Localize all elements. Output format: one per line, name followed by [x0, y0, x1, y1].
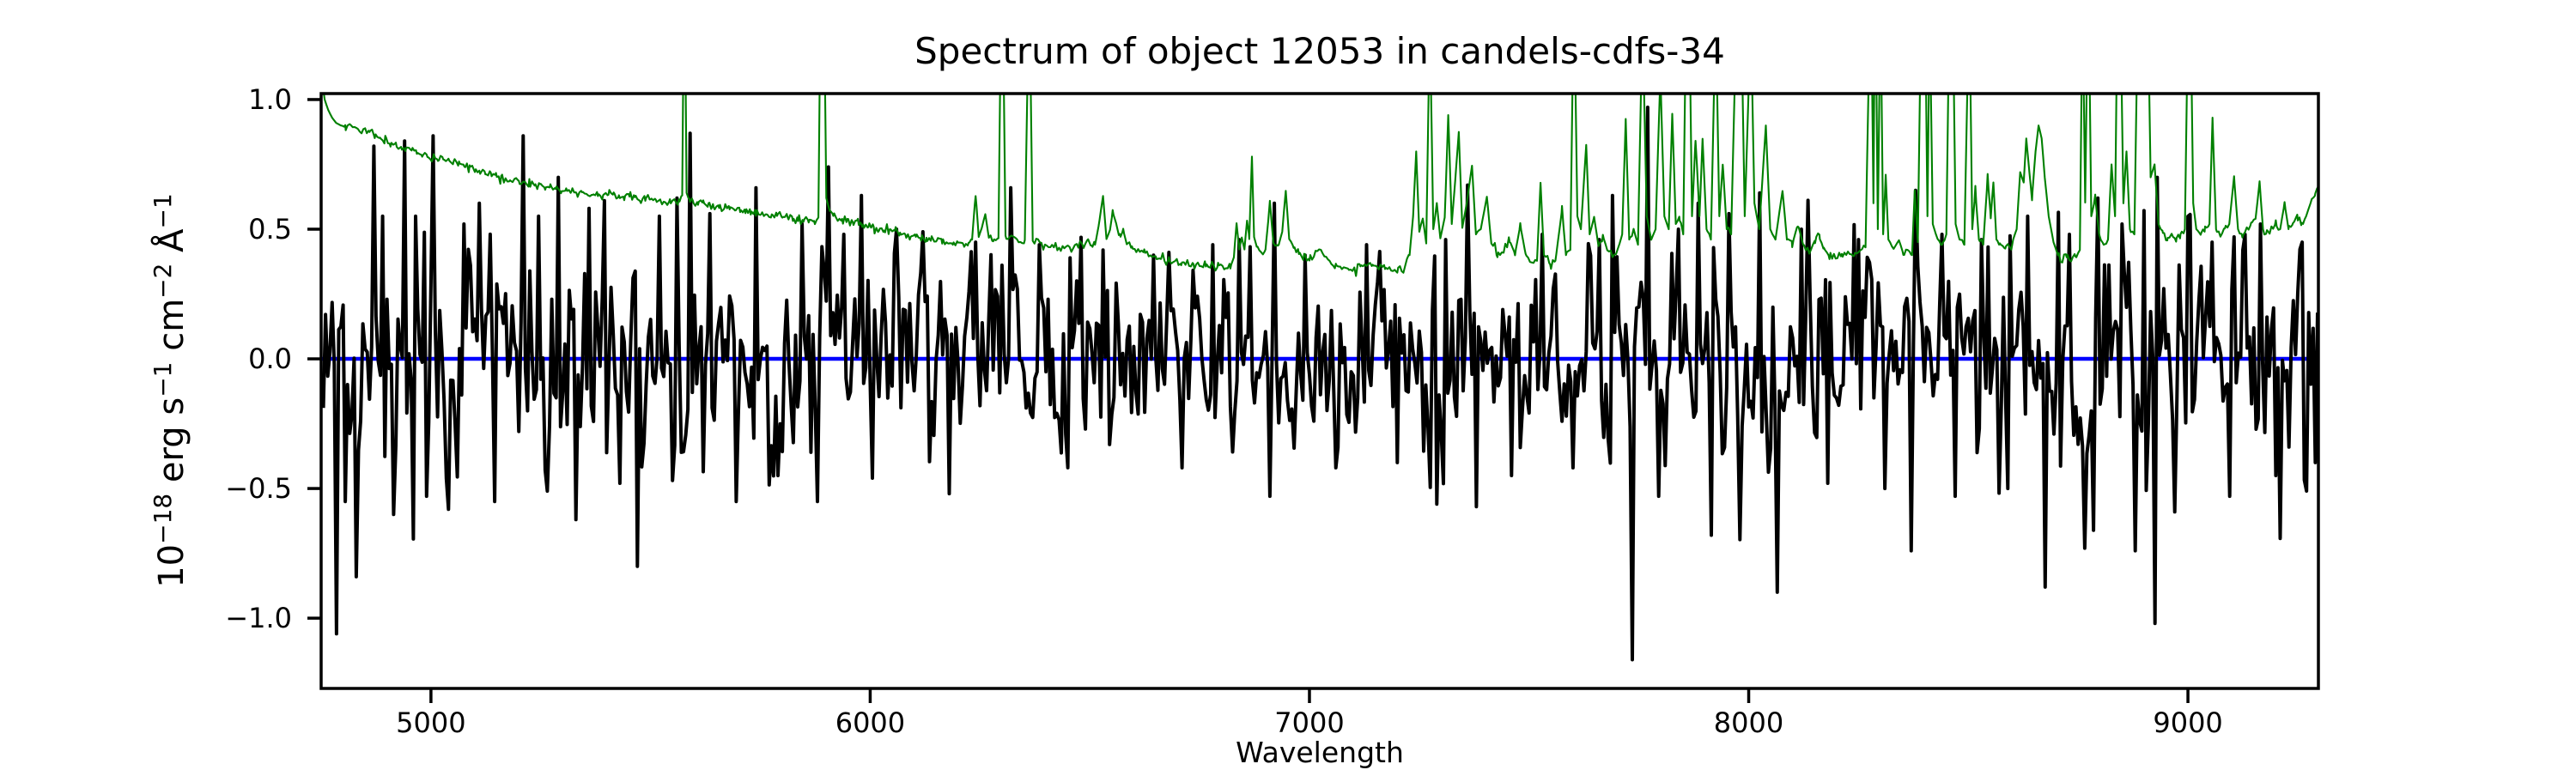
sky-spectrum-line	[323, 94, 2318, 277]
y-tick-label: 1.0	[248, 83, 292, 116]
x-tick-label: 7000	[1274, 706, 1344, 739]
y-axis-label: 10−18 erg s−1 cm−2 Å−1	[149, 193, 191, 588]
y-tick-label: 0.0	[248, 343, 292, 375]
axes-frame	[319, 92, 2320, 690]
y-tick-label: −1.0	[225, 602, 292, 634]
x-tick-label: 5000	[396, 706, 465, 739]
x-axis-ticks: 5000 6000 7000 8000 9000	[396, 688, 2223, 739]
y-tick-label: −0.5	[225, 472, 292, 505]
y-axis-ticks: 1.0 0.5 0.0 −0.5 −1.0	[225, 83, 321, 634]
chart-title: Spectrum of object 12053 in candels-cdfs…	[914, 30, 1725, 72]
x-tick-label: 8000	[1714, 706, 1783, 739]
data-series-group	[321, 94, 2318, 662]
y-tick-label: 0.5	[248, 213, 292, 246]
x-axis-label: Wavelength	[1236, 736, 1404, 769]
object-spectrum-line	[321, 106, 2318, 662]
x-tick-label: 9000	[2153, 706, 2222, 739]
x-tick-label: 6000	[835, 706, 905, 739]
